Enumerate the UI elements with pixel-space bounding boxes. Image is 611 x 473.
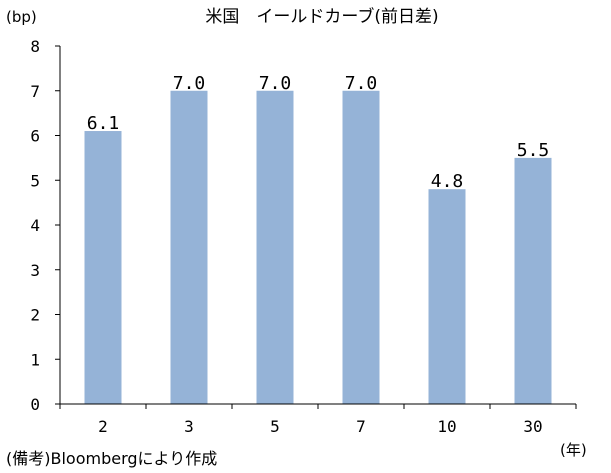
- data-label: 7.0: [173, 73, 206, 94]
- data-label: 6.1: [87, 113, 120, 134]
- x-tick-label: 2: [98, 417, 108, 436]
- bar: [84, 131, 122, 404]
- x-tick-label: 3: [184, 417, 194, 436]
- bars-group: [84, 90, 552, 404]
- x-tick-label: 7: [356, 417, 366, 436]
- chart-title: 米国 イールドカーブ(前日差): [205, 6, 438, 27]
- data-labels-group: 6.1 7.0 7.0 7.0 4.8 5.5: [87, 73, 550, 192]
- x-tick-label: 10: [437, 417, 456, 436]
- bar: [170, 90, 208, 404]
- y-tick-label: 7: [30, 82, 40, 101]
- y-axis-ticks: 0 1 2 3 4 5 6 7 8: [30, 37, 60, 414]
- x-tick-label: 30: [523, 417, 542, 436]
- y-tick-label: 6: [30, 127, 40, 146]
- x-axis-unit: (年): [560, 441, 587, 459]
- y-tick-label: 3: [30, 261, 40, 280]
- y-axis-unit: (bp): [6, 8, 37, 26]
- data-label: 5.5: [517, 140, 550, 161]
- bar: [342, 90, 380, 404]
- y-tick-label: 4: [30, 216, 40, 235]
- y-tick-label: 0: [30, 395, 40, 414]
- data-label: 7.0: [345, 73, 378, 94]
- bar: [514, 157, 552, 404]
- y-tick-label: 5: [30, 171, 40, 190]
- data-label: 4.8: [431, 171, 464, 192]
- y-tick-label: 2: [30, 306, 40, 325]
- x-axis-ticks: 2 3 5 7 10 30: [59, 404, 577, 436]
- bar: [256, 90, 294, 404]
- source-note: (備考)Bloombergにより作成: [6, 449, 217, 468]
- data-label: 7.0: [259, 73, 292, 94]
- bar: [428, 189, 466, 404]
- x-tick-label: 5: [270, 417, 280, 436]
- y-tick-label: 8: [30, 37, 40, 56]
- y-tick-label: 1: [30, 350, 40, 369]
